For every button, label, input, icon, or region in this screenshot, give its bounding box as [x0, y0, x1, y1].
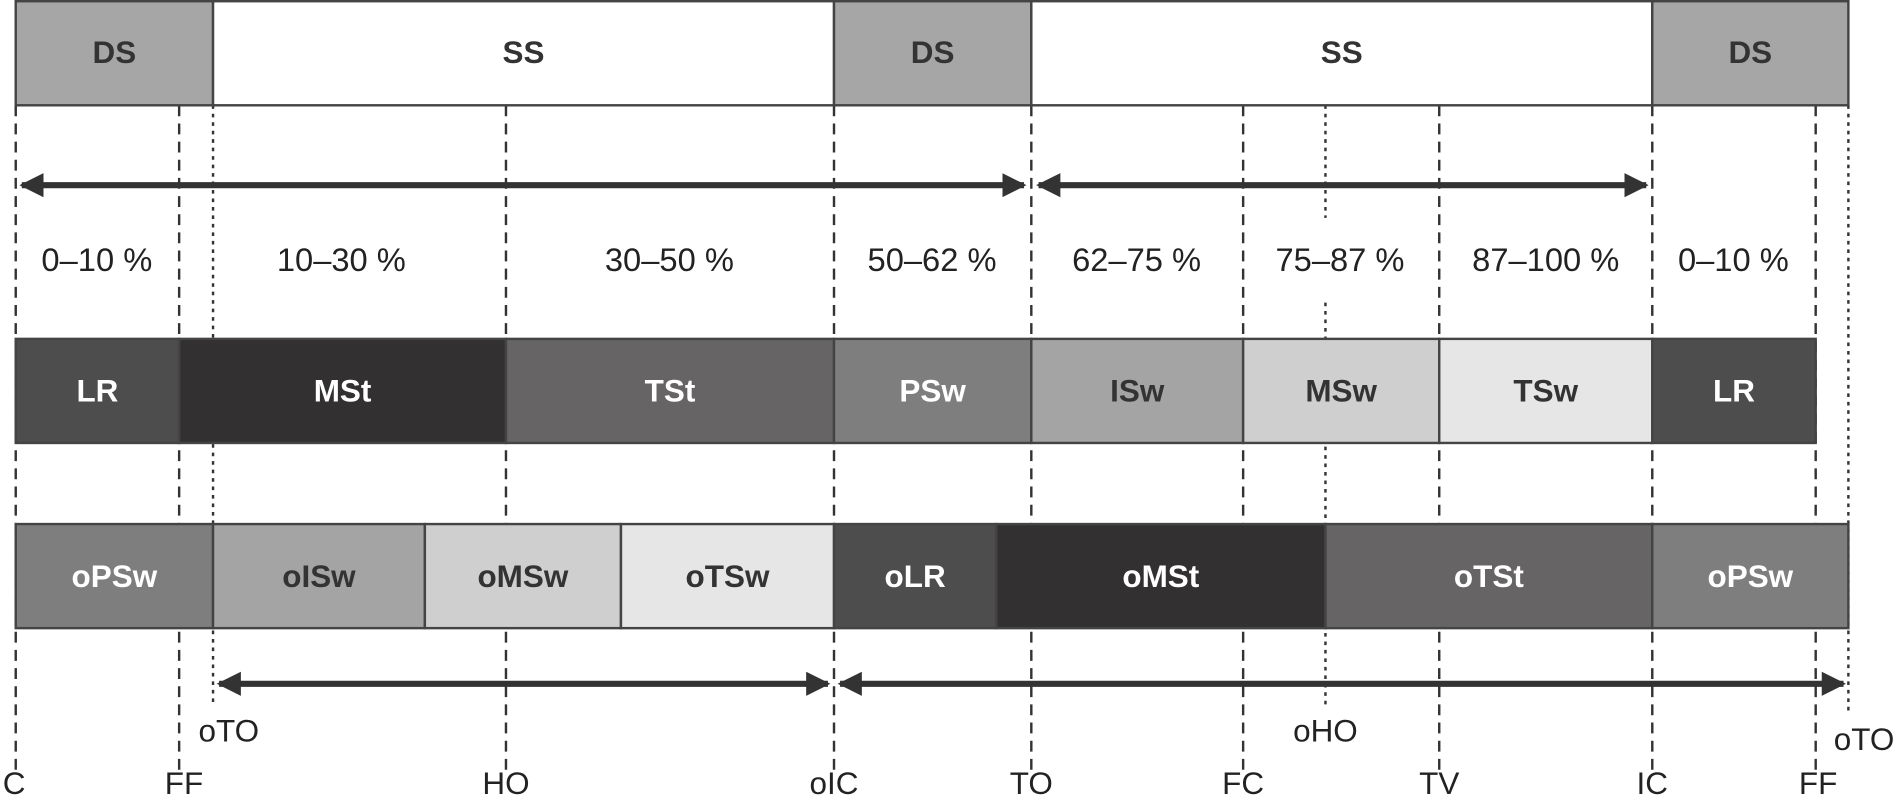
event-label: oIC	[810, 766, 859, 800]
phase-box	[14, 337, 181, 445]
labels: DS SS DS SS DS 0–10 % 10–30 % 30–50 % 50–62 % 62–…	[0, 35, 1894, 800]
percentage: 0–10 %	[1678, 241, 1789, 278]
event-label: TV	[1419, 766, 1459, 800]
label-bg	[1264, 242, 1416, 284]
opposite-event-label: oTO	[198, 714, 259, 749]
phase-box	[211, 522, 427, 630]
support-label: DS	[1728, 35, 1772, 70]
event-label: TO	[1010, 766, 1053, 800]
opposite-event-label: oHO	[1293, 714, 1358, 749]
percentage: 75–87 %	[1275, 241, 1404, 278]
phase-label: oPSw	[72, 559, 158, 594]
support-label: SS	[503, 35, 545, 70]
phase-label: oMSt	[1122, 559, 1199, 594]
phase-label: oISw	[282, 559, 356, 594]
phase-label: MSt	[314, 374, 372, 409]
percentage: 10–30 %	[277, 241, 406, 278]
event-label: FC	[1222, 766, 1264, 800]
support-box	[14, 0, 215, 107]
event-label: FF	[165, 766, 203, 800]
percentage: 30–50 %	[605, 241, 734, 278]
opposite-event-label: oTO	[1834, 722, 1895, 757]
boxes	[14, 0, 1850, 630]
support-label: DS	[93, 35, 137, 70]
event-label: FF	[1799, 766, 1837, 800]
phase-box	[423, 522, 623, 630]
percentage: 0–10 %	[41, 241, 152, 278]
phase-label: PSw	[899, 374, 966, 409]
phase-label: LR	[76, 374, 118, 409]
phase-label: LR	[1713, 374, 1755, 409]
support-box	[832, 0, 1033, 107]
phase-box	[177, 337, 508, 445]
phase-label: oTSt	[1454, 559, 1524, 594]
support-label: DS	[911, 35, 955, 70]
support-box	[1651, 0, 1850, 107]
event-label: IC	[1637, 766, 1668, 800]
phase-box	[14, 522, 215, 630]
phase-box	[832, 337, 1033, 445]
phase-box	[619, 522, 836, 630]
percentage: 50–62 %	[868, 241, 997, 278]
phase-box	[1651, 522, 1850, 630]
percentage: 87–100 %	[1472, 241, 1619, 278]
phase-label: oTSw	[686, 559, 770, 594]
event-label: IC	[0, 766, 25, 800]
phase-label: TSw	[1513, 374, 1578, 409]
phase-box	[1030, 337, 1245, 445]
event-label: HO	[482, 766, 529, 800]
phase-label: oPSw	[1708, 559, 1794, 594]
phase-box	[994, 522, 1327, 630]
phase-box	[1324, 522, 1654, 630]
phase-label: ISw	[1110, 374, 1165, 409]
arrows	[19, 173, 1846, 696]
support-box	[1030, 0, 1654, 107]
phase-box	[1438, 337, 1654, 445]
phase-box	[832, 522, 998, 630]
percentage: 62–75 %	[1072, 241, 1201, 278]
phase-label: MSw	[1305, 374, 1377, 409]
support-label: SS	[1321, 35, 1363, 70]
phase-label: oLR	[885, 559, 946, 594]
support-box	[211, 0, 836, 107]
phase-box	[1651, 337, 1817, 445]
phase-label: oMSw	[477, 559, 568, 594]
phase-box	[504, 337, 836, 445]
phase-box	[1241, 337, 1441, 445]
phase-label: TSt	[645, 374, 696, 409]
